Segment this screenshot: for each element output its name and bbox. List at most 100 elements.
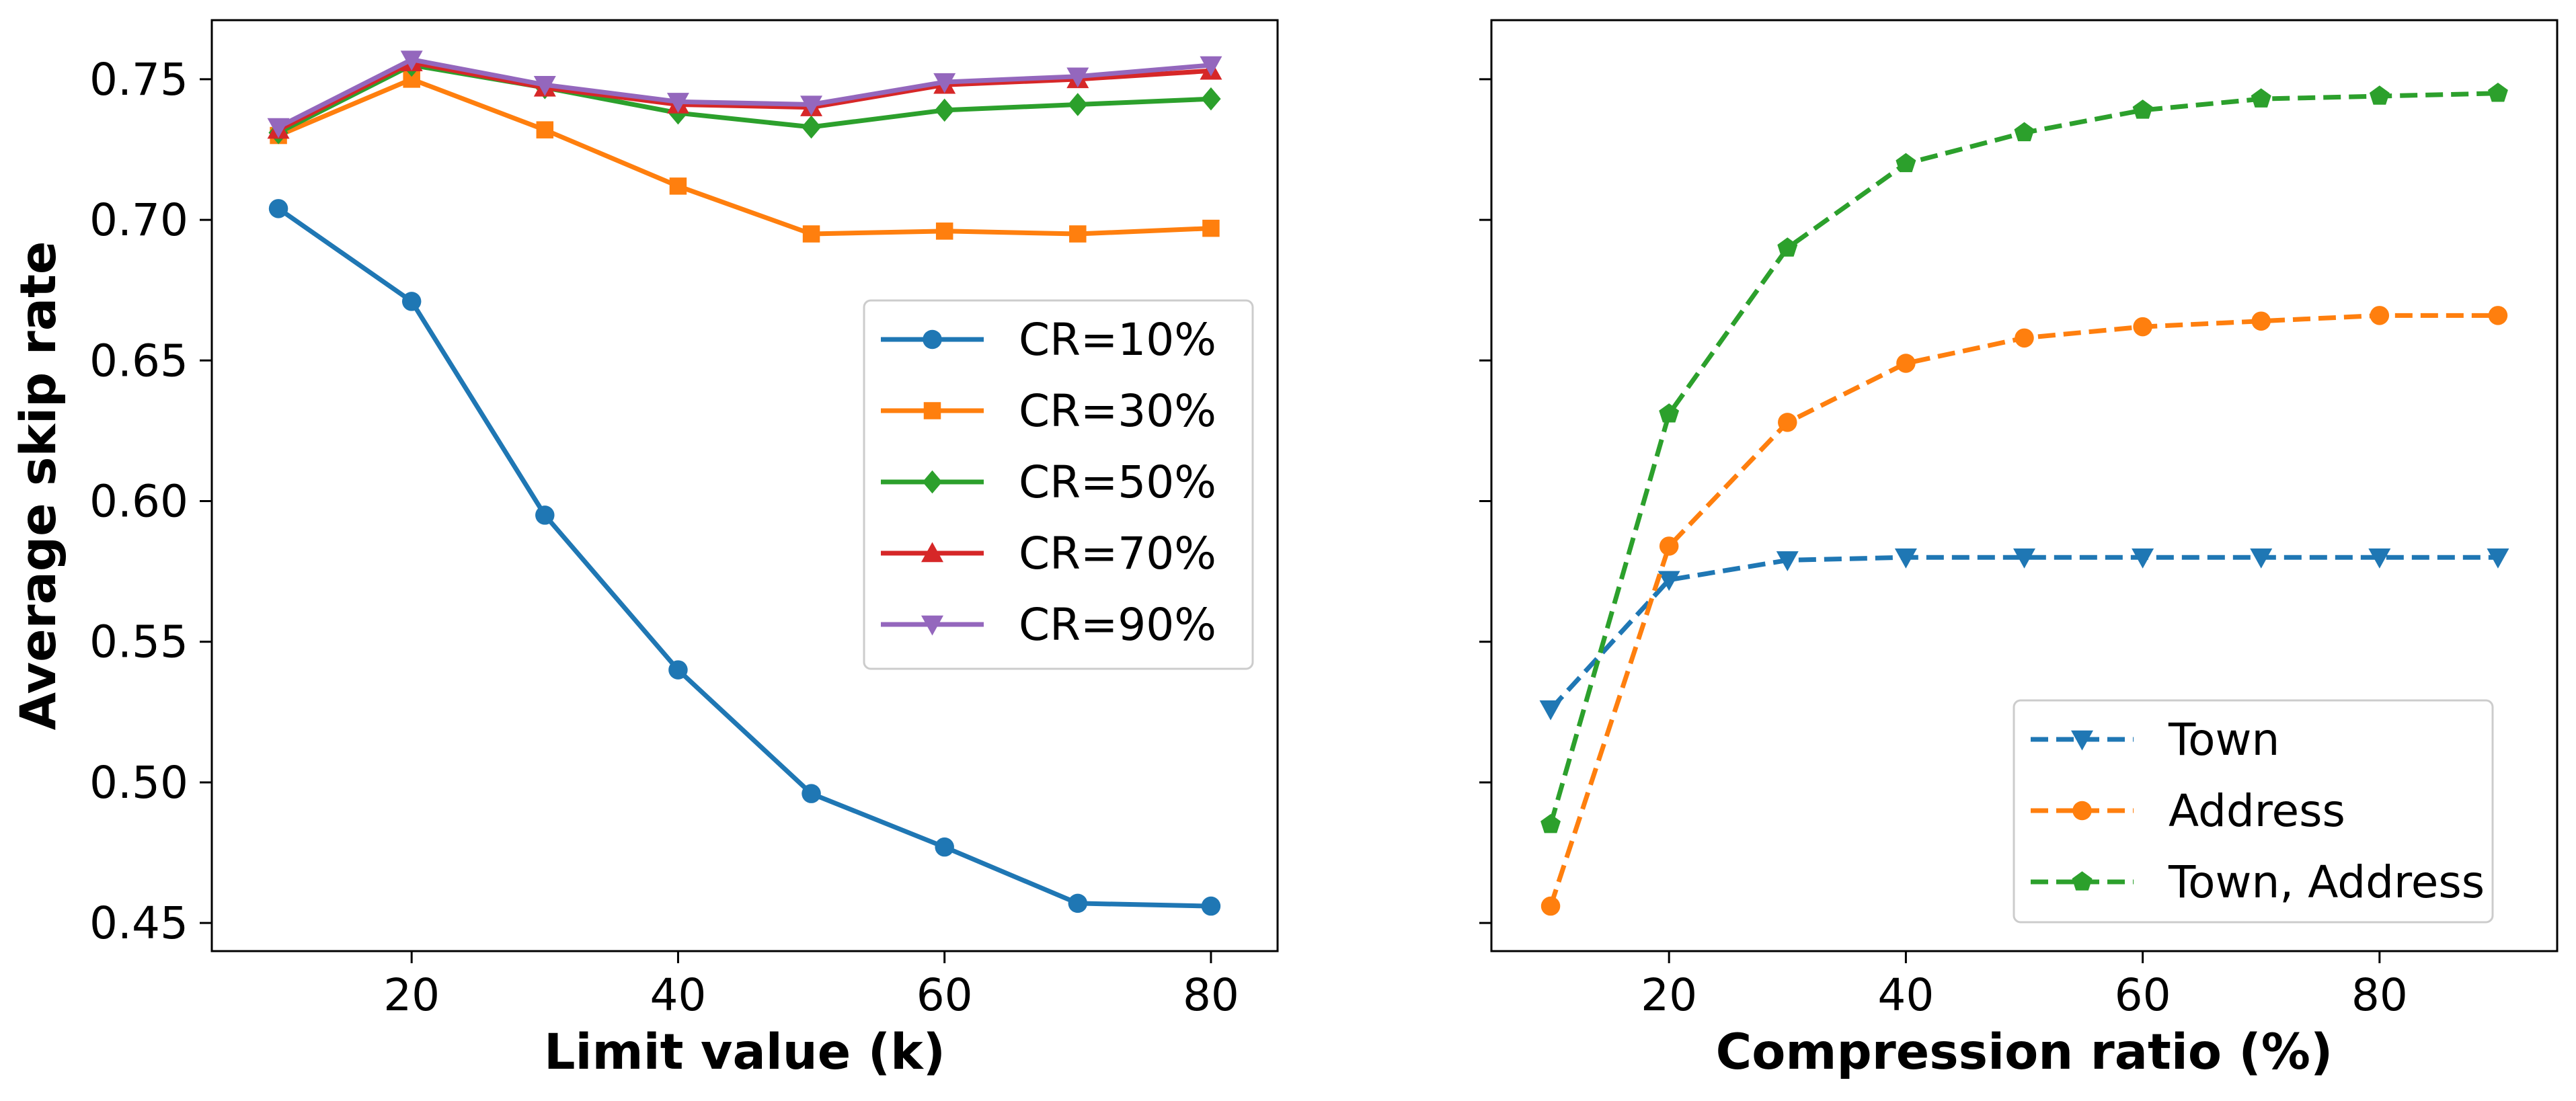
legend-label: CR=50% [1019,456,1216,508]
series-town [1539,548,2509,721]
data-point [1201,896,1221,916]
legend-entry-cr-70: CR=70% [881,528,1216,579]
data-point [935,98,955,122]
legend-entry-town-address: Town, Address [2031,856,2485,908]
data-point [1776,551,1799,571]
data-point [1657,571,1680,592]
data-point [1539,700,1562,721]
x-tick-label: 60 [2115,969,2171,1021]
data-point [1068,93,1088,116]
series-line-cr-30 [276,77,1214,237]
data-point [1659,403,1680,423]
legend-marker [2072,871,2093,891]
legend-entry-address: Address [2031,785,2345,837]
plot-frame [210,19,1279,952]
legend-entry-cr-30: CR=30% [881,385,1216,437]
data-point [401,292,422,311]
data-point [267,118,290,138]
data-point [1778,413,1797,432]
data-point [533,76,556,96]
data-point [1201,87,1221,111]
legend: Town Address Town, Address [2013,699,2494,924]
y-tick-label: 0.60 [89,476,188,528]
legend-label: CR=70% [1019,528,1216,579]
legend-label: CR=90% [1019,599,1216,651]
data-point [2251,311,2271,331]
data-point [536,121,554,138]
legend-label: CR=30% [1019,385,1216,437]
data-point [1896,354,1916,373]
legend-entry-cr-10: CR=10% [881,314,1216,366]
legend-box [863,299,1254,670]
legend-label: Town [2168,714,2279,766]
data-point [1068,893,1088,913]
legend-entry-town: Town [2031,714,2279,766]
data-point [1540,814,1561,833]
legend-marker [923,402,941,419]
data-point [668,660,688,680]
legend-label: Address [2169,785,2345,837]
data-point [2132,99,2153,119]
series-cr-10 [268,199,1221,916]
data-point [935,837,954,857]
data-point [666,93,689,113]
legend-marker [923,329,942,350]
legend-label: CR=10% [1019,314,1216,366]
data-point [1069,225,1087,243]
legend-marker [921,615,943,636]
x-axis-label: Limit value (k) [544,1024,945,1081]
x-tick-label: 20 [383,969,440,1021]
data-point [1066,67,1089,88]
data-point [2015,328,2034,348]
data-point [268,199,288,218]
x-tick-label: 40 [650,969,706,1021]
data-point [1202,219,1220,237]
data-point [2487,548,2509,569]
x-tick-label: 40 [1877,969,1934,1021]
chart-left-limit-value: 20 40 60 80 0.45 0.50 0.55 0.60 0.65 0.70 0.75 Limi… [10,19,1279,1081]
series-line-cr-90 [276,57,1214,130]
data-point [2488,306,2508,325]
data-point [933,73,956,93]
data-point [2132,548,2154,569]
series-town-address [1540,83,2508,833]
legend: CR=10% CR=30% CR=50% CR=70% CR=90% [863,299,1254,670]
data-point [1659,536,1679,556]
legend-entry-cr-50: CR=50% [881,456,1216,508]
data-point [800,95,823,116]
data-point [1540,896,1561,916]
data-point [2133,317,2152,337]
x-axis-label: Compression ratio (%) [1716,1024,2333,1081]
data-point [2014,122,2035,142]
data-point [669,177,687,195]
data-point [400,50,423,71]
series-cr-90 [267,50,1222,138]
data-point [1894,548,1917,569]
data-point [2488,83,2508,102]
y-tick-label: 0.75 [89,54,188,106]
data-point [2251,88,2271,108]
plot-frame [1490,19,2559,952]
data-point [802,784,821,803]
data-point [2013,548,2035,569]
series-line-cr-10 [276,206,1214,909]
legend-marker [2071,730,2093,751]
y-tick-label: 0.45 [89,897,188,949]
series-line-cr-70 [276,60,1214,132]
legend-marker [922,470,943,494]
y-tick-label: 0.65 [89,335,188,386]
data-point [935,222,953,240]
data-point [1896,153,1916,173]
data-point [535,505,555,525]
y-tick-label: 0.55 [89,616,188,668]
legend-entry-cr-90: CR=90% [881,599,1216,651]
data-point [2370,306,2390,325]
x-tick-label: 60 [916,969,973,1021]
data-point [1777,237,1798,257]
data-point [2250,548,2273,569]
x-tick-label: 80 [2351,969,2408,1021]
chart-right-compression-ratio: 20 40 60 80 Compression ratio (%) Town Address… [1479,19,2559,1081]
y-tick-label: 0.50 [89,757,188,809]
x-tick-label: 80 [1183,969,1239,1021]
